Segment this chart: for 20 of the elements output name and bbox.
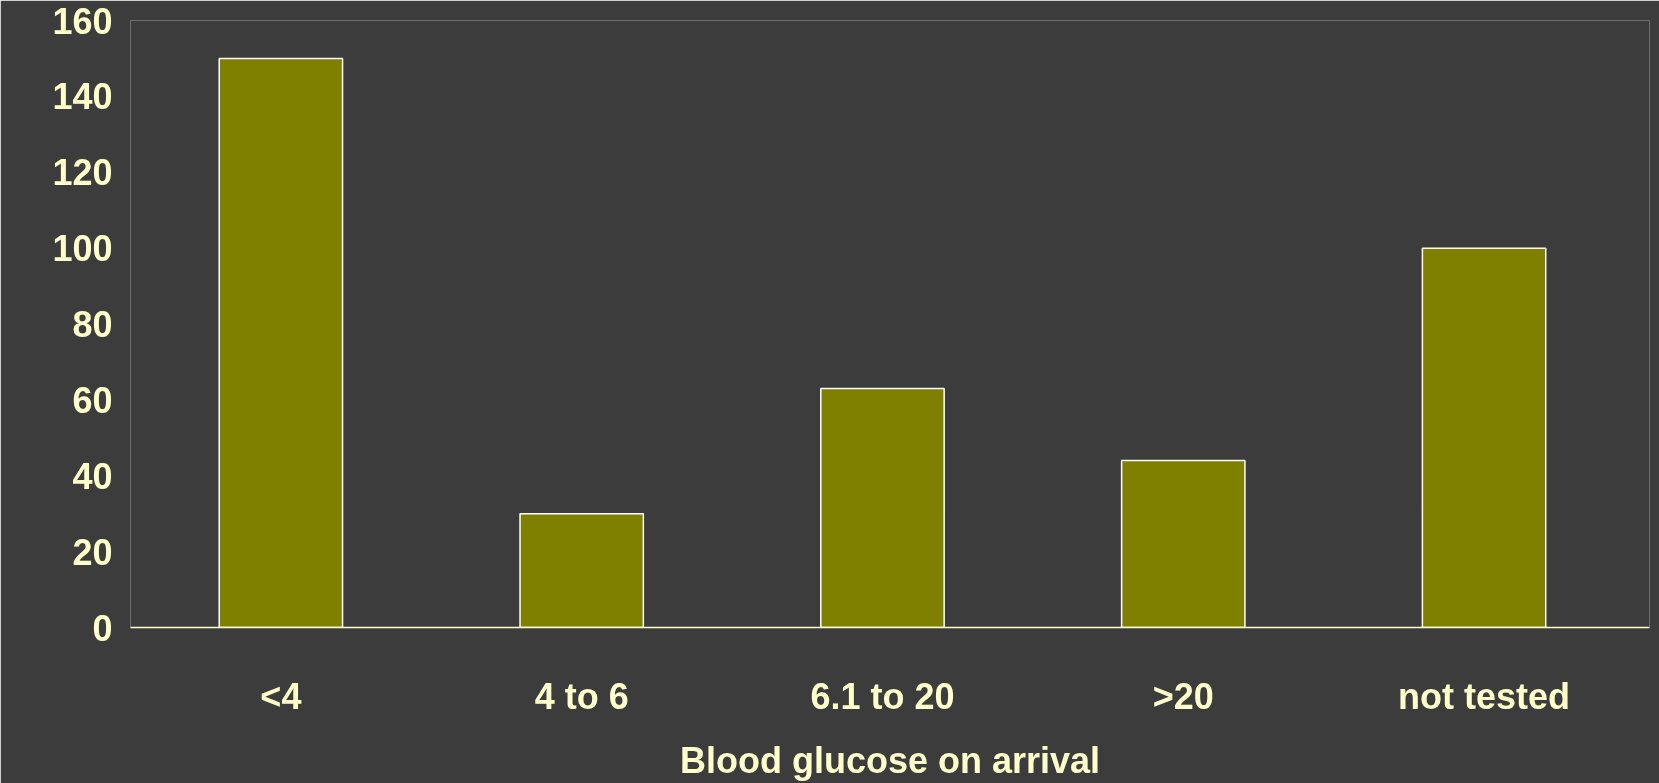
y-tick-label: 60: [72, 379, 113, 421]
x-axis-title: Blood glucose on arrival: [679, 739, 1101, 781]
y-tick-label: 40: [72, 455, 113, 497]
bar: [820, 387, 945, 628]
x-tick-label: 4 to 6: [534, 675, 629, 717]
x-tick-label: 6.1 to 20: [810, 675, 955, 717]
y-tick-label: 160: [52, 0, 113, 42]
bar: [1421, 247, 1547, 628]
x-tick-label: <4: [260, 675, 302, 717]
x-tick-label: not tested: [1398, 675, 1571, 717]
y-tick-label: 120: [52, 152, 113, 194]
y-tick-label: 100: [52, 228, 113, 270]
x-tick-label: >20: [1152, 675, 1214, 717]
y-tick-label: 140: [52, 76, 113, 118]
y-tick-label: 20: [72, 531, 113, 573]
bar: [1120, 459, 1246, 628]
bar: [519, 512, 645, 628]
y-tick-label: 0: [92, 607, 113, 649]
bar: [218, 57, 344, 628]
y-tick-label: 80: [72, 304, 113, 345]
